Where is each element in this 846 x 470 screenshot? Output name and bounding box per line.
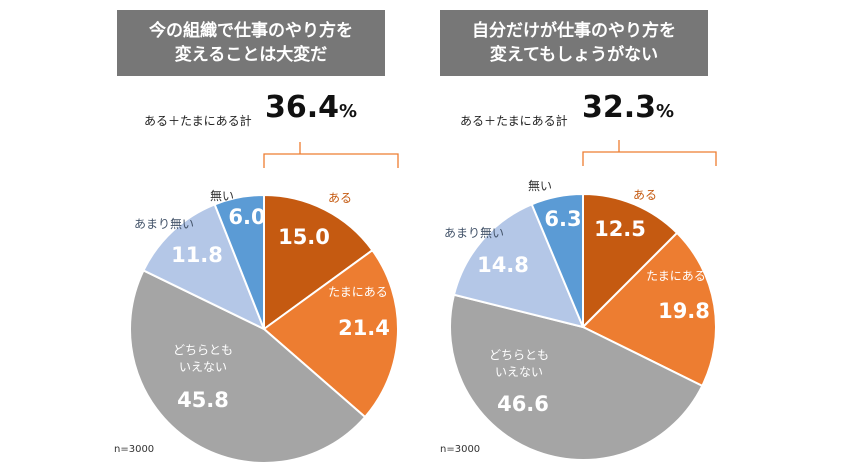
pie-1-value-1: 15.0 xyxy=(278,225,330,249)
pie-1-slice-4 xyxy=(142,203,266,332)
pie-2-label-1: ある xyxy=(633,188,657,202)
n-note-1: n=3000 xyxy=(114,444,155,455)
chart-panel-2: 自分だけが仕事のやり方を 変えてもしょうがない ある＋たまにある計 32.3% … xyxy=(440,0,740,470)
pie-2-slice-1 xyxy=(582,192,679,330)
summary-unit-1: % xyxy=(339,101,358,122)
summary-value-1: 36.4% xyxy=(265,90,357,125)
summary-unit-2: % xyxy=(656,101,675,122)
chart-title-1-line-1: 今の組織で仕事のやり方を xyxy=(149,21,353,41)
summary-number-1: 36.4 xyxy=(265,90,340,125)
pie-1-slice-1 xyxy=(263,193,374,331)
summary-number-2: 32.3 xyxy=(582,90,657,125)
pie-2-slice-5 xyxy=(530,192,584,328)
n-note-2: n=3000 xyxy=(440,444,481,455)
pie-2-value-3: 46.6 xyxy=(497,392,549,416)
pie-1-value-2: 21.4 xyxy=(338,316,390,340)
pie-1-slice-5 xyxy=(213,193,265,330)
pie-2-label-4: あまり無い xyxy=(444,225,504,240)
pie-1-label-4: あまり無い xyxy=(134,216,194,231)
pie-1-label-3: どちらともいえない xyxy=(173,343,233,374)
pie-1-slice-2 xyxy=(262,248,399,419)
chart-title-1-line-2: 変えることは大変だ xyxy=(174,45,328,65)
pie-1-label-5: 無い xyxy=(210,188,234,203)
pie-2-value-4: 14.8 xyxy=(477,253,529,277)
pie-2-value-5: 6.3 xyxy=(544,207,581,231)
pie-2-slice-2 xyxy=(581,231,717,388)
pie-2-sum-bracket xyxy=(582,140,717,166)
summary-label-2: ある＋たまにある計 xyxy=(460,114,568,128)
chart-title-1: 今の組織で仕事のやり方を 変えることは大変だ xyxy=(117,10,385,76)
pie-2-value-1: 12.5 xyxy=(594,217,646,241)
summary-label-1: ある＋たまにある計 xyxy=(144,114,252,128)
summary-value-2: 32.3% xyxy=(582,90,674,125)
pie-2-label-3: どちらともいえない xyxy=(489,348,549,379)
pie-1-value-4: 11.8 xyxy=(171,243,223,267)
pie-1-sum-bracket xyxy=(263,142,399,168)
pie-2-label-5: 無い xyxy=(528,178,552,193)
chart-title-2-line-2: 変えてもしょうがない xyxy=(489,45,659,65)
pie-1-value-5: 6.0 xyxy=(228,205,265,229)
pie-1-value-3: 45.8 xyxy=(177,388,229,412)
pie-1-slice-3 xyxy=(129,269,367,464)
pie-1-label-1: ある xyxy=(328,191,352,205)
pie-1-label-2: たまにある xyxy=(328,285,388,299)
pie-2-slice-4 xyxy=(452,202,585,329)
pie-2-value-2: 19.8 xyxy=(658,299,710,323)
chart-panel-1: 今の組織で仕事のやり方を 変えることは大変だ ある＋たまにある計 36.4% n… xyxy=(114,0,417,470)
chart-title-2-line-1: 自分だけが仕事のやり方を xyxy=(472,21,676,41)
pie-2-slice-3 xyxy=(449,293,704,461)
pie-2-label-2: たまにある xyxy=(646,269,706,283)
chart-title-2: 自分だけが仕事のやり方を 変えてもしょうがない xyxy=(440,10,708,76)
